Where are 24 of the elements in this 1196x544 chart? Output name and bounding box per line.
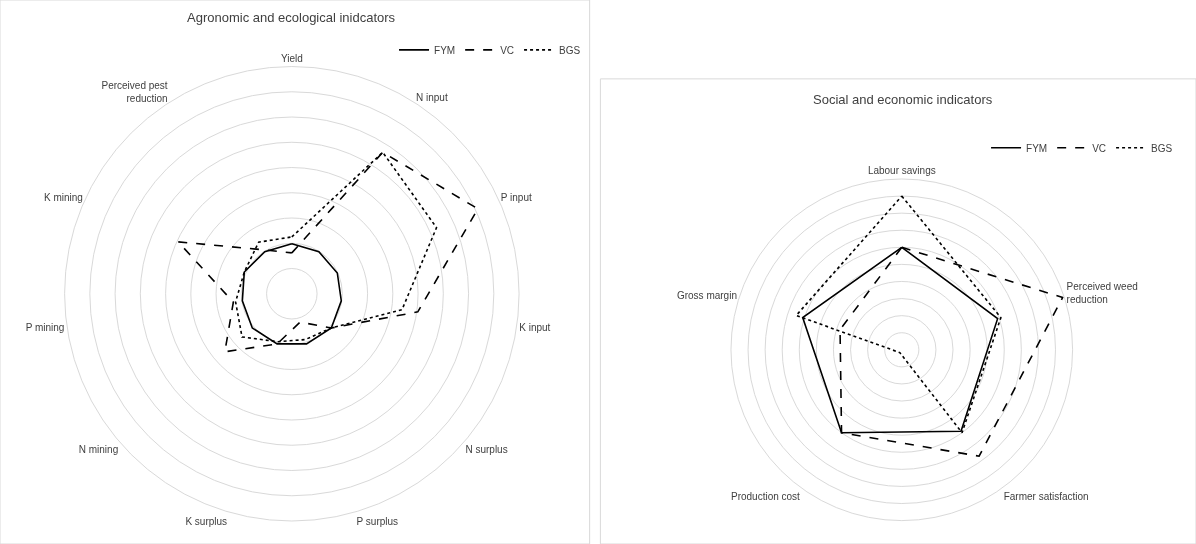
legend-label: FYM [434, 44, 456, 56]
chart-title: Agronomic and ecological inidcators [187, 10, 396, 25]
legend-label: VC [1092, 142, 1107, 154]
legend-label: BGS [559, 44, 581, 56]
spoke-label: Yield [280, 53, 303, 65]
spoke-label: Gross margin [676, 289, 737, 301]
spoke-label: Labour savings [867, 165, 936, 177]
spoke-label: K mining [43, 191, 83, 203]
legend-label: FYM [1026, 142, 1048, 154]
spoke-label: P mining [25, 322, 65, 334]
spoke-label: Perceived weed reduction [1066, 281, 1138, 306]
spoke-label: K input [519, 322, 551, 334]
spoke-label: P surplus [356, 515, 399, 527]
spoke-label: N surplus [465, 444, 508, 456]
spoke-label: K surplus [185, 515, 228, 527]
spoke-label: N input [416, 91, 448, 103]
spoke-label: N mining [78, 444, 119, 456]
legend-label: BGS [1151, 142, 1173, 154]
spoke-label: Production cost [730, 491, 801, 503]
legend-label: VC [500, 44, 515, 56]
chart-title: Social and economic indicators [813, 92, 993, 107]
spoke-label: P input [500, 191, 532, 203]
spoke-label: Perceived pest reduction [101, 79, 168, 104]
spoke-label: Farmer satisfaction [1003, 491, 1089, 503]
